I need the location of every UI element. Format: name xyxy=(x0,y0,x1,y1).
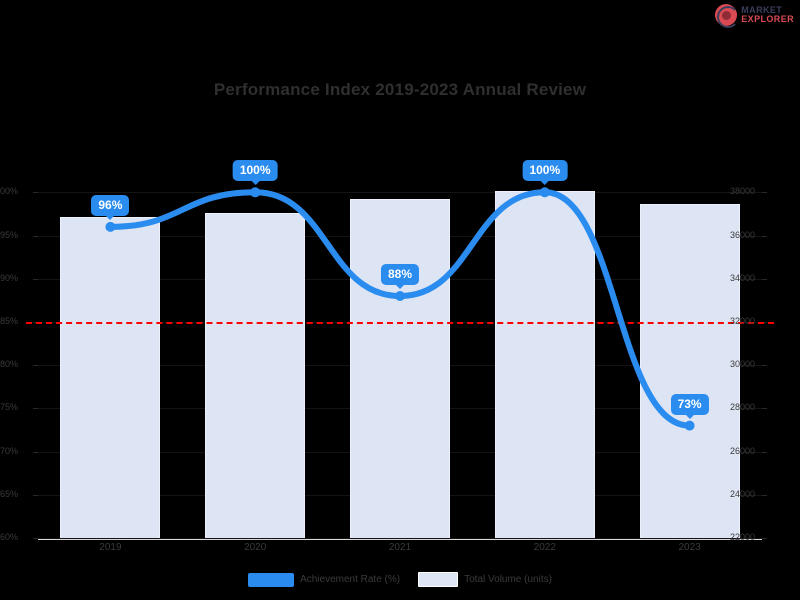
y-tick-left xyxy=(33,538,38,539)
y-label-left: 60% xyxy=(0,532,18,542)
y-tick-right xyxy=(762,408,767,410)
y-tick-right xyxy=(762,451,767,453)
y-tick-right xyxy=(762,235,767,237)
chart-legend: Achievement Rate (%) Total Volume (units… xyxy=(0,572,800,587)
x-axis-line xyxy=(38,538,762,540)
brand-logo: MARKET EXPLORER xyxy=(715,4,794,28)
y-tick-left xyxy=(33,235,38,237)
gridline xyxy=(38,538,762,539)
y-label-right: 24000 xyxy=(730,488,756,499)
y-label-right: 28000 xyxy=(730,402,756,413)
x-label: 2020 xyxy=(244,542,267,553)
y-label-left: 85% xyxy=(0,315,18,326)
y-label-right: 32000 xyxy=(730,315,756,326)
value-bubble: 100% xyxy=(232,160,278,182)
x-label: 2022 xyxy=(533,542,556,553)
bar[interactable] xyxy=(205,212,306,538)
legend-label-line: Achievement Rate (%) xyxy=(300,574,401,585)
logo-text: MARKET EXPLORER xyxy=(741,4,794,25)
legend-item-bar[interactable]: Total Volume (units) xyxy=(418,572,552,587)
y-label-left: 80% xyxy=(0,359,18,370)
plot-area xyxy=(26,175,774,540)
y-tick-right xyxy=(762,538,767,539)
x-label: 2019 xyxy=(99,542,122,553)
bar[interactable] xyxy=(350,198,450,538)
gridline xyxy=(38,192,762,194)
y-label-left: 95% xyxy=(0,229,18,240)
y-label-right: 22000 xyxy=(730,532,756,542)
chart-title: Performance Index 2019-2023 Annual Revie… xyxy=(213,80,587,99)
legend-swatch-line xyxy=(248,572,295,587)
y-label-right: 26000 xyxy=(730,445,756,456)
logo-line-1: MARKET xyxy=(741,4,783,15)
y-tick-left xyxy=(33,365,38,367)
y-label-left: 90% xyxy=(0,272,18,283)
y-label-left: 65% xyxy=(0,488,18,499)
value-bubble: 100% xyxy=(522,160,568,182)
y-tick-left xyxy=(33,278,38,280)
bar[interactable] xyxy=(494,191,595,538)
y-label-left: 70% xyxy=(0,445,18,456)
y-tick-right xyxy=(762,278,767,280)
y-tick-left xyxy=(33,408,38,410)
legend-label-bar: Total Volume (units) xyxy=(464,574,552,585)
bar[interactable] xyxy=(639,204,740,538)
y-label-right: 38000 xyxy=(730,186,756,197)
circle-logo-icon xyxy=(715,4,740,28)
y-label-right: 34000 xyxy=(730,272,756,283)
x-label: 2023 xyxy=(678,542,701,553)
value-bubble: 73% xyxy=(670,393,709,415)
legend-swatch-bar xyxy=(418,572,459,587)
y-tick-left xyxy=(33,494,38,496)
logo-line-2: EXPLORER xyxy=(741,14,794,24)
bar[interactable] xyxy=(60,217,161,538)
value-bubble: 96% xyxy=(91,194,130,216)
y-tick-right xyxy=(762,192,767,194)
y-label-left: 75% xyxy=(0,402,18,413)
x-label: 2021 xyxy=(388,542,412,553)
y-label-right: 36000 xyxy=(730,229,756,240)
y-label-left: 100% xyxy=(0,186,18,197)
y-tick-right xyxy=(762,365,767,367)
legend-item-line[interactable]: Achievement Rate (%) xyxy=(248,572,401,587)
y-tick-left xyxy=(33,451,38,453)
value-bubble: 88% xyxy=(380,264,420,285)
y-label-right: 30000 xyxy=(730,359,756,370)
threshold-line xyxy=(26,321,774,324)
y-tick-right xyxy=(762,494,767,496)
y-tick-left xyxy=(33,192,38,194)
